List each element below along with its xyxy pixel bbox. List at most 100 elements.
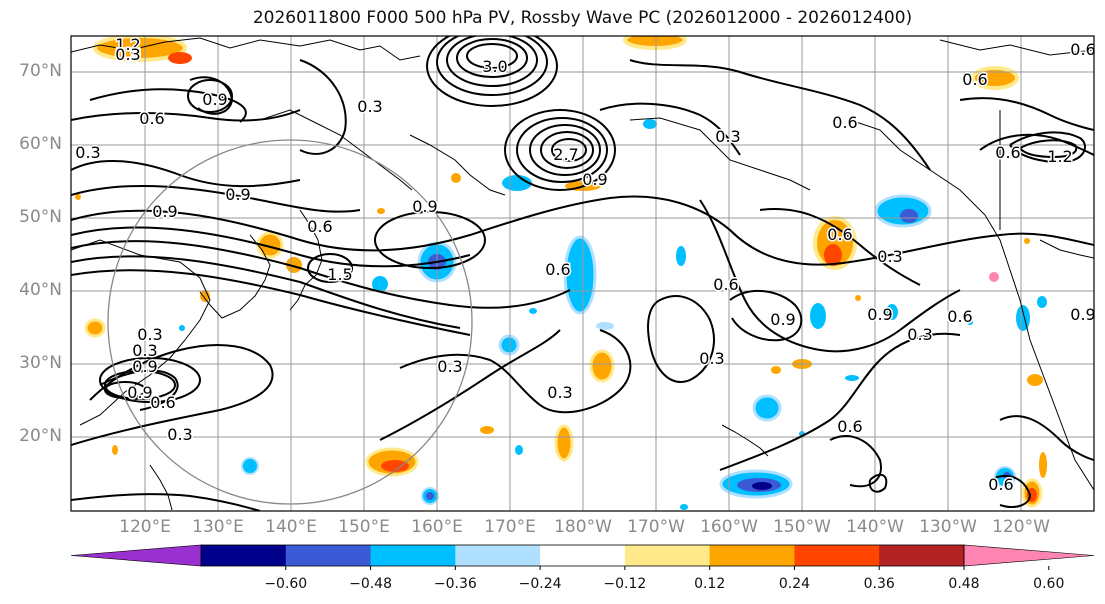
contour-line	[599, 102, 741, 156]
gridlines	[71, 36, 1094, 511]
contour-line	[299, 59, 347, 155]
coastline-north-america	[849, 119, 1094, 491]
coastline-arctic	[939, 39, 1094, 56]
lon-label: 130°E	[192, 517, 244, 537]
contour-line	[71, 344, 274, 446]
colorbar-tick-label: −0.12	[603, 576, 647, 592]
coastline-siberia	[71, 37, 421, 61]
colorbar-segment	[879, 545, 965, 566]
contour-line	[71, 240, 571, 309]
map-frame	[70, 35, 1095, 512]
anomaly-negative	[498, 334, 520, 356]
lon-label: 160°W	[700, 517, 758, 537]
contour-label: 0.6	[713, 275, 738, 294]
colorbar-tick-label: 0.36	[863, 576, 895, 592]
map-area: 0.90.60.30.90.90.90.61.53.02.70.30.90.60…	[71, 35, 1095, 511]
anomaly-positive	[855, 295, 861, 301]
contour-label: 0.6	[1070, 40, 1095, 59]
coastline-philippines	[149, 464, 173, 511]
lat-label: 60°N	[19, 134, 62, 154]
lon-label: 160°E	[411, 517, 463, 537]
contour-line	[399, 329, 632, 414]
chart-title: 2026011800 F000 500 hPa PV, Rossby Wave …	[252, 8, 913, 28]
contour-line	[719, 332, 961, 471]
contour-line	[729, 289, 803, 342]
anomaly-positive	[84, 318, 106, 338]
lat-label: 70°N	[19, 61, 62, 81]
contour-line	[71, 184, 361, 213]
contour-line	[307, 253, 353, 283]
contour-label: 0.6	[139, 109, 164, 128]
contour-label: 0.3	[715, 127, 740, 146]
contour-label: 0.3	[437, 357, 462, 376]
positive-anomalies	[75, 36, 1047, 508]
contour-line	[959, 97, 1094, 131]
coastline-sakhalin-japan	[289, 209, 323, 311]
anomaly-negative	[886, 304, 898, 320]
contour-line	[71, 269, 471, 336]
contour-label: 1.2	[115, 35, 140, 54]
lat-label: 40°N	[19, 280, 62, 300]
radius-circle	[107, 139, 473, 505]
contour-label: 0.3	[547, 383, 572, 402]
contour-line	[446, 36, 538, 87]
colorbar-segment	[285, 545, 372, 566]
contour-label: 1.2	[1047, 147, 1072, 166]
anomaly-negative	[845, 375, 859, 381]
anomaly-negative	[752, 394, 782, 422]
contour-line	[71, 493, 261, 511]
anomaly-negative	[967, 319, 973, 325]
contour-label: 2.7	[553, 145, 578, 164]
contour-line	[71, 255, 461, 329]
contour-line	[104, 370, 176, 400]
contour-line	[99, 369, 179, 411]
contour-line	[759, 208, 921, 286]
coastline-alaska-aleutians	[629, 117, 811, 191]
contour-line	[829, 435, 882, 488]
colorbar-extend-low	[70, 544, 202, 567]
contour-label: 0.9	[225, 185, 250, 204]
lon-label: 120°E	[119, 517, 171, 537]
colorbar-segment	[370, 545, 456, 566]
anomaly-positive	[824, 244, 842, 266]
anomaly-positive	[623, 36, 687, 50]
contour-label: 0.9	[127, 383, 152, 402]
contour-label: 0.6	[995, 143, 1020, 162]
contour-line	[187, 79, 233, 113]
contour-label: 0.9	[202, 90, 227, 109]
anomaly-positive	[589, 349, 615, 383]
anomaly-positive	[1039, 452, 1047, 478]
contour-line	[989, 475, 1032, 508]
colorbar-segment	[540, 545, 626, 566]
anomaly-negative	[241, 457, 259, 475]
contour-label: 0.9	[770, 310, 795, 329]
contour-line	[466, 43, 518, 69]
anomaly-negative	[680, 504, 688, 510]
colorbar-tick-label: 0.12	[694, 576, 726, 592]
contour-label: 0.3	[75, 143, 100, 162]
anomaly-negative	[810, 303, 826, 329]
contour-line	[1019, 139, 1078, 159]
anomaly-negative	[529, 308, 537, 314]
coastline-korea	[199, 234, 271, 319]
contour-line	[516, 117, 608, 183]
contour-line	[504, 109, 616, 191]
contour-label: 0.3	[699, 349, 724, 368]
contour-label: 0.6	[832, 113, 857, 132]
anomaly-positive	[377, 208, 385, 214]
contour-line	[374, 211, 486, 269]
anomaly-positive	[1024, 238, 1030, 244]
contour-label: 0.6	[962, 70, 987, 89]
anomaly-negative	[515, 445, 523, 455]
contour-label: 0.9	[132, 357, 157, 376]
anomaly-negative	[426, 492, 434, 500]
lon-label: 150°W	[773, 517, 831, 537]
anomaly-positive	[381, 460, 409, 472]
contour-label: 0.6	[988, 475, 1013, 494]
contour-label: 0.9	[115, 45, 140, 64]
contour-label: 0.3	[877, 247, 902, 266]
contour-line	[89, 88, 247, 123]
anomaly-negative	[752, 482, 772, 490]
contour-label: 0.3	[132, 341, 157, 360]
